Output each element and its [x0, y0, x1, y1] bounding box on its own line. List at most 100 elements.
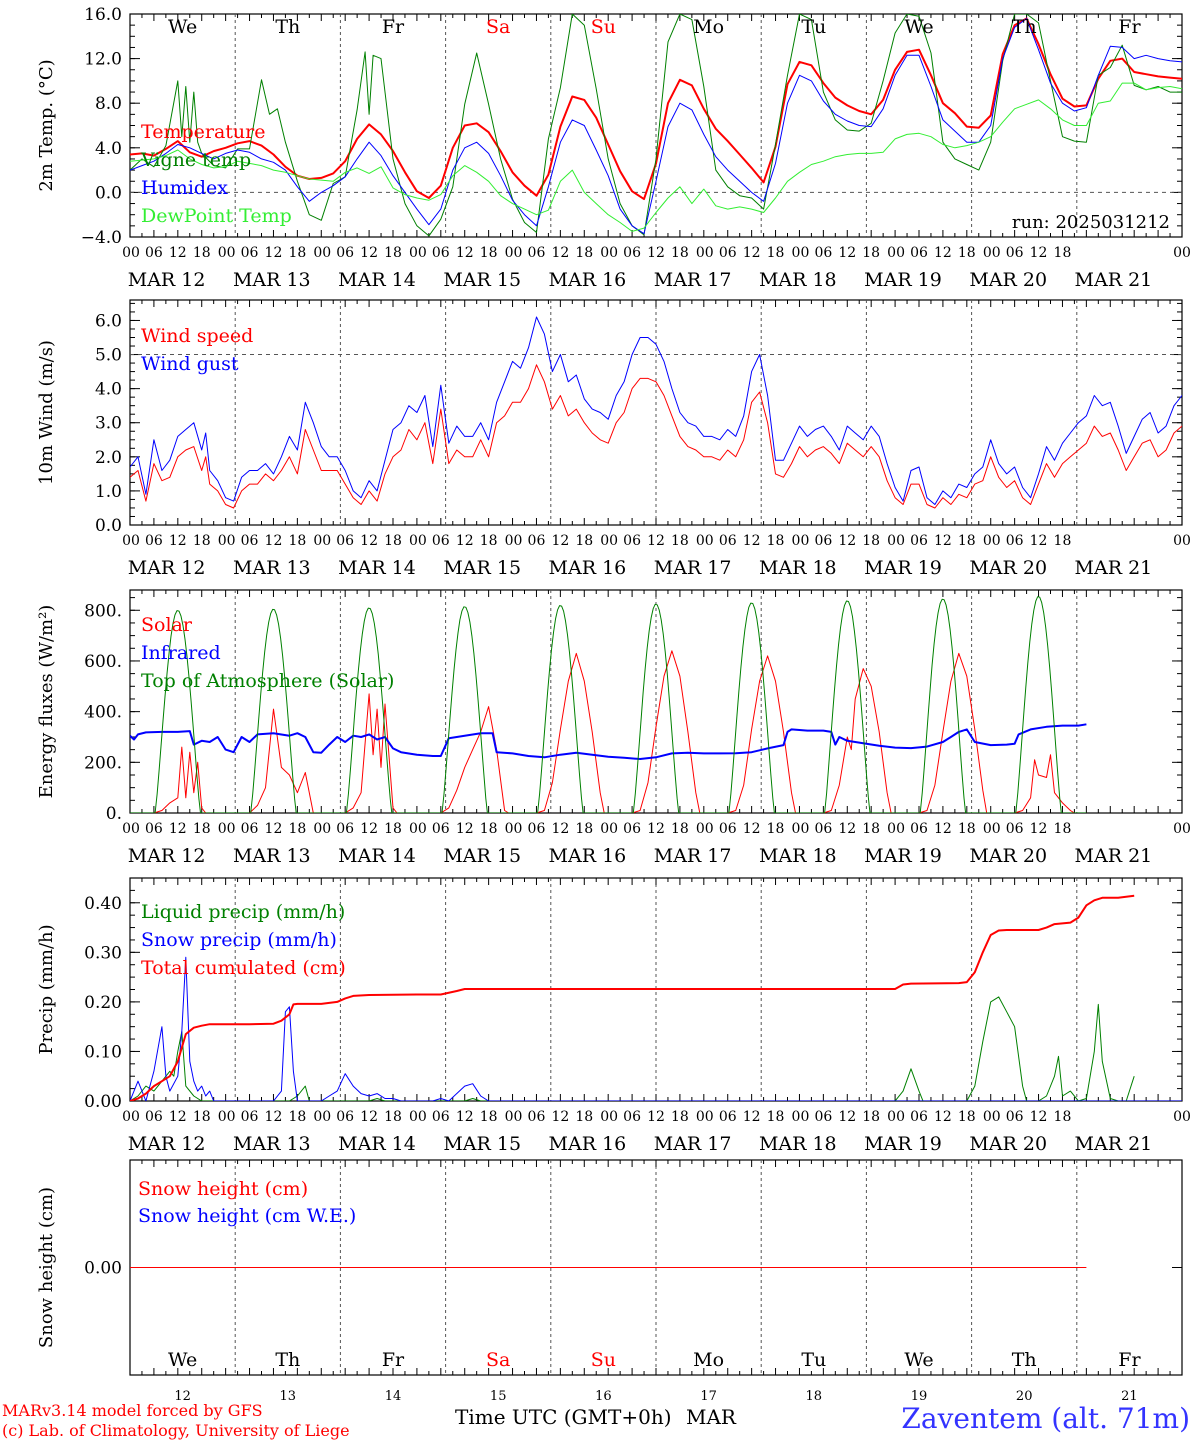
date-label: MAR 15: [443, 269, 521, 291]
hour-tick-label: 12: [456, 245, 474, 261]
date-label: MAR 15: [443, 845, 521, 867]
hour-tick-label: 00: [600, 821, 618, 837]
legend-entry: Infrared: [141, 642, 221, 664]
hour-tick-label: 12: [551, 245, 569, 261]
series-line-liquid-precip-mm-h: [130, 996, 1135, 1101]
hour-tick-label: 00: [887, 245, 905, 261]
date-label: MAR 15: [443, 557, 521, 579]
y-tick-label: 4.0: [95, 139, 122, 159]
hour-tick-label: 12: [838, 1109, 856, 1125]
hour-tick-label: 00: [1173, 821, 1191, 837]
x-axis-label: Time UTC (GMT+0h): [455, 1405, 672, 1429]
hour-tick-label: 00: [696, 533, 714, 549]
date-label: MAR 20: [969, 269, 1047, 291]
hour-tick-label: 00: [122, 1109, 140, 1125]
hour-tick-label: 18: [480, 821, 498, 837]
hour-tick-label: 18: [1054, 245, 1072, 261]
hour-tick-label: 00: [409, 533, 427, 549]
hour-tick-label: 12: [934, 821, 952, 837]
weekday-label: Sa: [486, 16, 510, 38]
y-tick-label: 1.0: [95, 482, 122, 502]
day-number-label: 16: [595, 1389, 612, 1404]
hour-tick-label: 00: [122, 533, 140, 549]
hour-tick-label: 12: [360, 1109, 378, 1125]
weekday-label: We: [904, 16, 933, 38]
hour-tick-label: 06: [910, 1109, 928, 1125]
hour-tick-label: 00: [505, 1109, 523, 1125]
hour-tick-label: 06: [814, 245, 832, 261]
hour-tick-label: 06: [1006, 1109, 1024, 1125]
hour-tick-label: 12: [169, 245, 187, 261]
date-label: MAR 18: [759, 1133, 837, 1155]
legend-entry: Snow height (cm W.E.): [138, 1205, 356, 1227]
hour-tick-label: 00: [218, 533, 236, 549]
legend-entry: Snow precip (mm/h): [141, 929, 337, 951]
day-number-label: 17: [700, 1389, 717, 1404]
hour-tick-label: 12: [838, 245, 856, 261]
panel-1: −4.0 0.0 4.0 8.0 12.0 16.0 2m Temp. (°C) Temper…: [36, 5, 1191, 291]
day-number-label: 21: [1121, 1389, 1138, 1404]
hour-tick-label: 18: [767, 245, 785, 261]
hour-tick-label: 06: [528, 1109, 546, 1125]
y-axis-label: 2m Temp. (°C): [36, 59, 57, 191]
legend-entry: Temperature: [141, 121, 265, 143]
hour-tick-label: 12: [1030, 1109, 1048, 1125]
hour-tick-label: 12: [551, 1109, 569, 1125]
hour-tick-label: 06: [1006, 821, 1024, 837]
hour-tick-label: 06: [432, 245, 450, 261]
hour-tick-label: 00: [600, 1109, 618, 1125]
y-tick-label: 0.00: [84, 1092, 122, 1112]
date-label: MAR 13: [233, 557, 311, 579]
hour-tick-label: 12: [265, 821, 283, 837]
hour-tick-label: 12: [1030, 245, 1048, 261]
hour-tick-label: 12: [743, 533, 761, 549]
y-tick-label: 6.0: [95, 311, 122, 331]
weekday-label: We: [168, 16, 197, 38]
y-axis-label: Precip (mm/h): [36, 924, 57, 1054]
panel-3: 0. 200. 400. 600. 800. Energy fluxes (W/m²) So…: [36, 589, 1191, 867]
y-tick-label: −4.0: [81, 228, 122, 248]
weekday-label: We: [168, 1349, 197, 1371]
hour-tick-label: 06: [910, 245, 928, 261]
hour-tick-label: 00: [313, 245, 331, 261]
hour-tick-label: 12: [743, 245, 761, 261]
y-tick-label: 0.0: [95, 183, 122, 203]
plot-area: [130, 596, 1087, 813]
hour-tick-label: 00: [792, 533, 810, 549]
hour-tick-label: 12: [647, 245, 665, 261]
hour-tick-label: 00: [983, 1109, 1001, 1125]
date-label: MAR 17: [654, 845, 732, 867]
hour-tick-label: 00: [218, 245, 236, 261]
hour-tick-label: 18: [384, 533, 402, 549]
y-axis-label: Energy fluxes (W/m²): [36, 605, 57, 799]
hour-tick-label: 00: [409, 245, 427, 261]
hour-tick-label: 12: [169, 1109, 187, 1125]
hour-tick-label: 18: [671, 533, 689, 549]
y-tick-label: 200.: [84, 753, 122, 773]
weekday-label: Fr: [382, 1349, 405, 1371]
hour-tick-label: 12: [647, 533, 665, 549]
hour-tick-label: 06: [623, 245, 641, 261]
hour-tick-label: 00: [122, 821, 140, 837]
y-tick-label: 0.10: [84, 1042, 122, 1062]
hour-tick-label: 00: [218, 1109, 236, 1125]
hour-tick-label: 06: [1006, 533, 1024, 549]
hour-tick-label: 18: [958, 533, 976, 549]
hour-tick-label: 18: [575, 245, 593, 261]
hour-tick-label: 18: [193, 533, 211, 549]
date-label: MAR 13: [233, 1133, 311, 1155]
date-label: MAR 15: [443, 1133, 521, 1155]
footer: MARv3.14 model forced by GFS(c) Lab. of …: [2, 1401, 1190, 1440]
hour-tick-label: 06: [241, 821, 259, 837]
hour-tick-label: 00: [1173, 245, 1191, 261]
hour-tick-label: 00: [313, 821, 331, 837]
model-credit: MARv3.14 model forced by GFS: [2, 1401, 263, 1420]
hour-tick-label: 18: [575, 533, 593, 549]
date-label: MAR 21: [1075, 269, 1153, 291]
hour-tick-label: 12: [169, 533, 187, 549]
hour-tick-label: 00: [600, 533, 618, 549]
hour-tick-label: 18: [862, 1109, 880, 1125]
hour-tick-label: 00: [983, 821, 1001, 837]
legend-entry: Vigne temp: [140, 149, 251, 171]
weekday-label: Th: [275, 1349, 300, 1371]
